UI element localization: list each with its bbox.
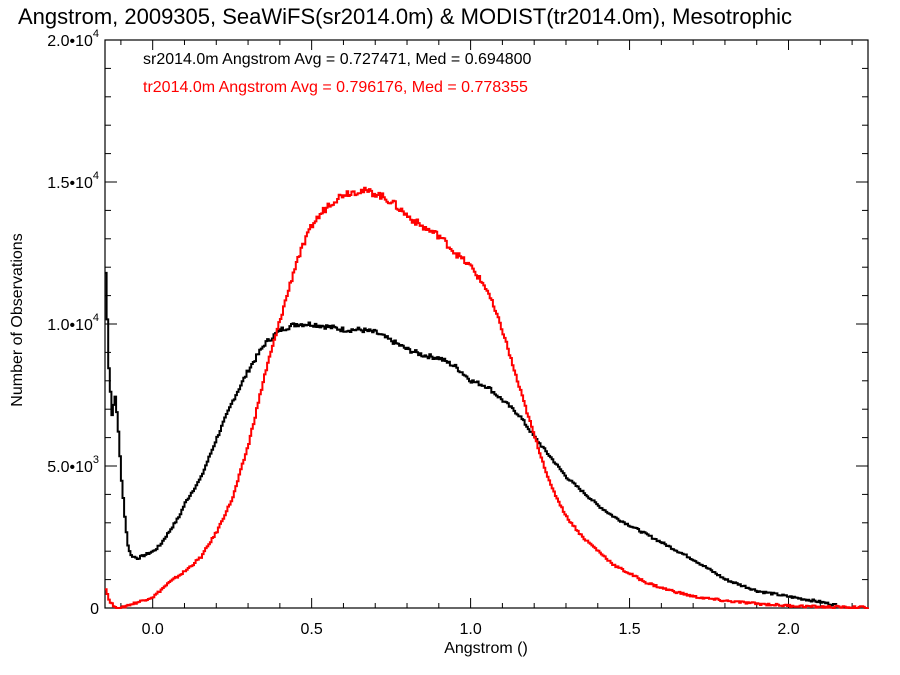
chart-title: Angstrom, 2009305, SeaWiFS(sr2014.0m) & … xyxy=(18,4,792,29)
series-layer xyxy=(105,186,869,609)
y-tick-label: 2.0•104 xyxy=(47,28,99,50)
x-tick-label: 1.5 xyxy=(618,621,640,638)
y-tick-label: 0 xyxy=(90,601,99,618)
series-line-sr2014.0m xyxy=(105,271,838,607)
x-axis: 0.0 0.5 1.0 1.5 2.0 xyxy=(120,40,853,638)
x-tick-label: 2.0 xyxy=(777,621,799,638)
series-sr-stat-label: sr2014.0m Angstrom Avg = 0.727471, Med =… xyxy=(143,51,532,68)
y-axis-label: Number of Observations xyxy=(9,233,26,406)
y-tick-label: 1.0•104 xyxy=(47,312,99,334)
x-tick-label: 0.0 xyxy=(142,621,164,638)
series-tr-stat-label: tr2014.0m Angstrom Avg = 0.796176, Med =… xyxy=(143,79,528,96)
plot-frame xyxy=(104,39,869,609)
x-axis-label: Angstrom () xyxy=(444,640,528,657)
y-tick-label: 1.5•104 xyxy=(47,170,99,192)
y-axis: 0 5.0•103 1.0•104 1.5•104 2.0•104 xyxy=(47,28,868,618)
y-tick-label: 5.0•103 xyxy=(47,454,99,476)
x-tick-label: 0.5 xyxy=(301,621,323,638)
x-tick-label: 1.0 xyxy=(459,621,481,638)
series-line-tr2014.0m xyxy=(105,186,869,609)
